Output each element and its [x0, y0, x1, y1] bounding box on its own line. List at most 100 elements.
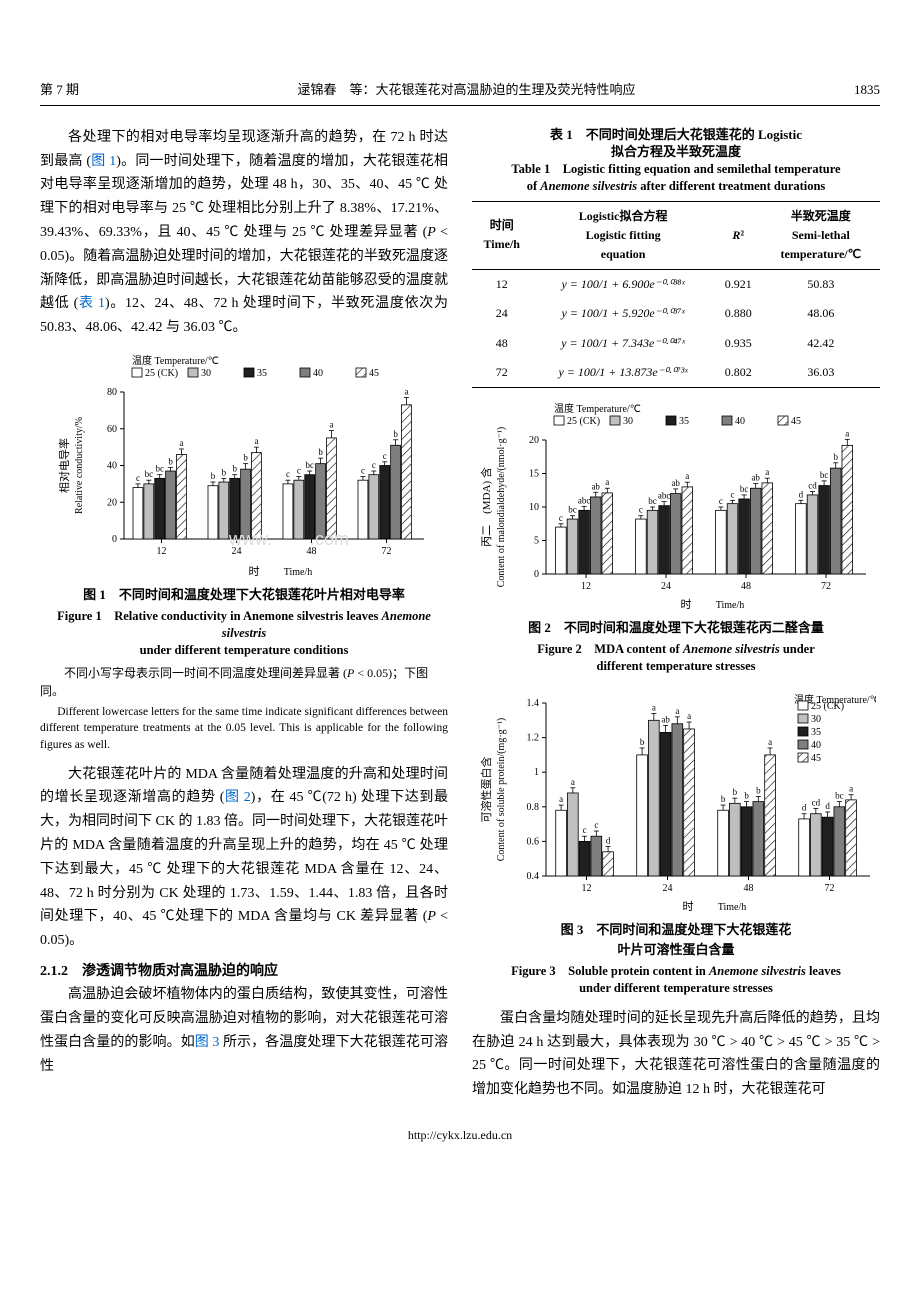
- running-header: 第 7 期 逯锦春 等：大花银莲花对高温胁迫的生理及荧光特性响应 1835: [40, 80, 880, 106]
- svg-text:48: 48: [741, 581, 751, 592]
- svg-text:0: 0: [112, 534, 117, 545]
- fig2-link[interactable]: 图 2: [224, 790, 250, 805]
- svg-text:d: d: [606, 835, 611, 845]
- svg-text:c: c: [639, 505, 643, 515]
- svg-text:25 (CK): 25 (CK): [145, 368, 178, 379]
- svg-text:40: 40: [107, 460, 117, 471]
- svg-text:ab: ab: [751, 473, 760, 483]
- figure-3-chart: 0.40.60.811.21.4可溶性蛋白含Content of soluble…: [476, 689, 876, 914]
- svg-text:a: a: [652, 702, 656, 712]
- svg-text:25 (CK): 25 (CK): [811, 701, 844, 712]
- fig3-link[interactable]: 图 3: [195, 1035, 220, 1050]
- svg-text:a: a: [179, 438, 183, 448]
- svg-text:1.4: 1.4: [527, 698, 540, 709]
- svg-text:c: c: [136, 473, 140, 483]
- svg-text:80: 80: [107, 387, 117, 398]
- figure-1: 020406080相对电导率Relative conductivity/%cbc…: [40, 354, 448, 753]
- svg-text:bc: bc: [145, 469, 154, 479]
- svg-text:Content of malondialdehyde/(nm: Content of malondialdehyde/(nmol·g⁻¹): [496, 427, 507, 587]
- svg-text:25 (CK): 25 (CK): [567, 416, 600, 427]
- svg-text:ab: ab: [671, 478, 680, 488]
- svg-text:c: c: [286, 469, 290, 479]
- paragraph-2: 大花银莲花叶片的 MDA 含量随着处理温度的升高和处理时间的增长呈现逐渐增高的趋…: [40, 763, 448, 953]
- svg-text:a: a: [329, 420, 333, 430]
- svg-text:a: a: [765, 467, 769, 477]
- figure-2-caption-en: Figure 2 MDA content of Anemone silvestr…: [472, 641, 880, 675]
- svg-text:Time/h: Time/h: [716, 600, 745, 611]
- svg-text:b: b: [721, 794, 726, 804]
- svg-text:35: 35: [811, 727, 821, 738]
- figure-3-caption-en: Figure 3 Soluble protein content in Anem…: [472, 963, 880, 997]
- paragraph-right: 蛋白含量均随处理时间的延长呈现先升高后降低的趋势，且均在胁迫 24 h 达到最大…: [472, 1007, 880, 1102]
- svg-text:a: a: [254, 436, 258, 446]
- svg-text:温度 Temperature/℃: 温度 Temperature/℃: [554, 402, 641, 415]
- svg-text:35: 35: [257, 368, 267, 379]
- svg-text:30: 30: [623, 416, 633, 427]
- svg-text:cd: cd: [812, 797, 821, 807]
- left-column: 各处理下的相对电导率均呈现逐渐升高的趋势，在 72 h 时达到最高 (图 1)。…: [40, 126, 448, 1102]
- page-number: 1835: [854, 80, 880, 101]
- svg-text:abc: abc: [578, 495, 591, 505]
- figure-2-chart: 05101520丙二 (MDA) 含Content of malondialde…: [476, 402, 876, 612]
- svg-text:30: 30: [811, 714, 821, 725]
- svg-text:温度 Temperature/℃: 温度 Temperature/℃: [132, 354, 219, 367]
- svg-text:c: c: [383, 451, 387, 461]
- svg-text:24: 24: [661, 581, 671, 592]
- svg-text:Time/h: Time/h: [284, 567, 313, 578]
- figure-3: 0.40.60.811.21.4可溶性蛋白含Content of soluble…: [472, 689, 880, 997]
- svg-text:b: b: [243, 453, 248, 463]
- svg-text:20: 20: [107, 497, 117, 508]
- svg-text:丙二 (MDA) 含: 丙二 (MDA) 含: [479, 467, 493, 547]
- svg-text:b: b: [393, 429, 398, 439]
- figure-2-caption-cn: 图 2 不同时间和温度处理下大花银莲花丙二醛含量: [472, 618, 880, 639]
- svg-text:5: 5: [534, 535, 539, 546]
- table-1-head-eq: Logistic拟合方程Logistic fittingequation: [531, 201, 714, 270]
- table-1-head-semi: 半致死温度Semi-lethaltemperature/℃: [762, 201, 880, 270]
- svg-text:b: b: [733, 787, 738, 797]
- svg-text:45: 45: [811, 753, 821, 764]
- svg-text:c: c: [594, 820, 598, 830]
- svg-text:0.6: 0.6: [527, 836, 540, 847]
- svg-text:45: 45: [791, 416, 801, 427]
- svg-text:bc: bc: [648, 496, 657, 506]
- svg-text:30: 30: [201, 368, 211, 379]
- svg-text:ab: ab: [661, 714, 670, 724]
- figure-1-caption-cn: 图 1 不同时间和温度处理下大花银莲花叶片相对电导率: [40, 585, 448, 606]
- svg-text:48: 48: [744, 883, 754, 894]
- table1-link[interactable]: 表 1: [78, 296, 105, 311]
- svg-text:bc: bc: [155, 464, 164, 474]
- svg-text:a: a: [675, 705, 679, 715]
- svg-text:a: a: [559, 794, 563, 804]
- figure-1-chart: 020406080相对电导率Relative conductivity/%cbc…: [54, 354, 434, 579]
- svg-text:45: 45: [369, 368, 379, 379]
- subheading-2-1-2: 2.1.2 渗透调节物质对高温胁迫的响应: [40, 961, 448, 983]
- svg-text:60: 60: [107, 424, 117, 435]
- svg-text:0.4: 0.4: [527, 871, 540, 882]
- svg-text:12: 12: [157, 546, 167, 557]
- svg-text:Content of soluble protein/(mg: Content of soluble protein/(mg·g⁻¹): [496, 717, 507, 861]
- svg-text:bc: bc: [740, 484, 749, 494]
- right-column: 表 1 不同时间处理后大花银莲花的 Logistic拟合方程及半致死温度 Tab…: [472, 126, 880, 1102]
- svg-text:24: 24: [663, 883, 673, 894]
- figure-3-caption-cn: 图 3 不同时间和温度处理下大花银莲花叶片可溶性蛋白含量: [472, 920, 880, 962]
- svg-text:10: 10: [529, 502, 539, 513]
- svg-text:0.8: 0.8: [527, 801, 540, 812]
- svg-text:时: 时: [681, 598, 692, 611]
- svg-text:a: a: [685, 471, 689, 481]
- svg-text:b: b: [640, 736, 645, 746]
- svg-text:a: a: [571, 776, 575, 786]
- svg-text:b: b: [833, 452, 838, 462]
- svg-text:b: b: [756, 785, 761, 795]
- svg-text:c: c: [297, 465, 301, 475]
- figure-1-note-en: Different lowercase letters for the same…: [40, 704, 448, 752]
- svg-text:b: b: [318, 447, 323, 457]
- svg-text:35: 35: [679, 416, 689, 427]
- svg-text:bc: bc: [305, 460, 314, 470]
- svg-text:d: d: [825, 800, 830, 810]
- svg-text:a: a: [687, 711, 691, 721]
- figure-1-caption-en: Figure 1 Relative conductivity in Anemon…: [40, 608, 448, 659]
- svg-text:abc: abc: [658, 491, 671, 501]
- svg-text:a: a: [845, 428, 849, 438]
- fig1-link[interactable]: 图 1: [91, 154, 116, 169]
- svg-text:a: a: [605, 477, 609, 487]
